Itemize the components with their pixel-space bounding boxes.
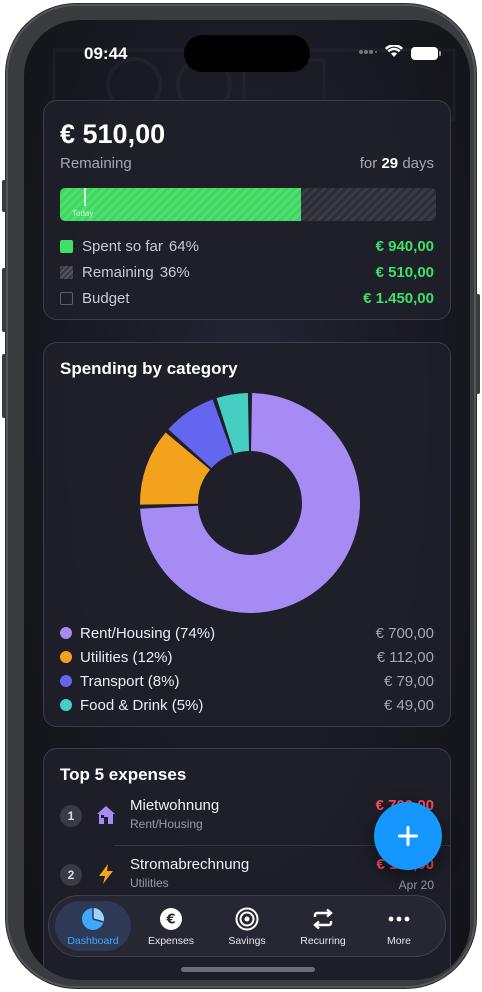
house-icon: [94, 803, 118, 827]
add-expense-button[interactable]: [374, 802, 442, 870]
wifi-icon: [385, 44, 403, 61]
remaining-percent: 36%: [159, 263, 190, 281]
tab-savings[interactable]: Savings: [209, 901, 285, 951]
budget-swatch: [60, 291, 73, 305]
today-label: Today: [72, 209, 94, 218]
target-icon: [235, 907, 259, 931]
plus-icon: [398, 826, 418, 846]
status-icons: [359, 44, 441, 61]
tab-label: Expenses: [147, 935, 195, 947]
cellular-icon: [359, 46, 377, 61]
expense-rank: 2: [60, 864, 82, 886]
tab-label: Dashboard: [67, 935, 119, 947]
category-name: Transport (8%): [80, 672, 180, 690]
remaining-value: € 510,00: [375, 263, 434, 281]
budget-progress-bar: Today: [60, 188, 436, 221]
budget-summary-card[interactable]: € 510,00 Remaining for 29 days Today Spe…: [43, 100, 451, 320]
tab-bar: Dashboard € Expenses Savings Recurring M…: [48, 895, 446, 957]
category-amount: € 700,00: [375, 624, 434, 642]
euro-coin-icon: €: [160, 908, 182, 930]
svg-text:€: €: [165, 913, 175, 928]
category-name: Rent/Housing (74%): [80, 624, 216, 642]
top-expenses-title: Top 5 expenses: [60, 765, 187, 784]
donut-slice-food-drink[interactable]: [216, 393, 250, 454]
category-amount: € 79,00: [383, 672, 434, 690]
tab-label: Savings: [228, 935, 266, 947]
spent-value: € 940,00: [375, 237, 434, 255]
spent-swatch: [60, 239, 73, 253]
donut-slice-transport[interactable]: [168, 399, 233, 469]
remaining-label: Remaining: [60, 155, 132, 172]
remaining-swatch: [60, 265, 73, 279]
row-divider: [114, 845, 450, 846]
expense-category: Utilities: [130, 876, 169, 890]
days-suffix: days: [402, 155, 434, 172]
status-time: 09:44: [84, 44, 128, 63]
budget-value: € 1.450,00: [363, 289, 434, 307]
today-marker: [84, 188, 86, 206]
category-name: Food & Drink (5%): [80, 696, 204, 714]
budget-progress-fill: [60, 188, 301, 221]
spent-percent: 64%: [168, 237, 199, 255]
phone-frame: 09:44 € 510,00 Remaining for 29 days T: [2, 4, 480, 988]
category-amount: € 112,00: [376, 648, 434, 666]
pie-chart-icon: [82, 908, 104, 930]
days-prefix: for: [359, 155, 378, 172]
category-title: Spending by category: [60, 359, 238, 378]
expense-name: Stromabrechnung: [130, 856, 250, 873]
category-amount: € 49,00: [383, 696, 434, 714]
category-dot: [60, 627, 72, 639]
category-card[interactable]: Spending by category Rent/Housing (74%) …: [43, 342, 451, 727]
tab-dashboard[interactable]: Dashboard: [55, 901, 131, 951]
category-row[interactable]: Transport (8%) € 79,00: [60, 671, 434, 691]
screen: 09:44 € 510,00 Remaining for 29 days T: [24, 20, 470, 980]
bolt-icon: [94, 862, 118, 886]
expense-rank: 1: [60, 805, 82, 827]
category-name: Utilities (12%): [80, 648, 173, 666]
tab-label: Recurring: [300, 935, 346, 947]
category-row[interactable]: Rent/Housing (74%) € 700,00: [60, 623, 434, 643]
legend-budget: Budget € 1.450,00: [60, 288, 434, 308]
expense-date: Apr 20: [398, 878, 434, 892]
remaining-amount: € 510,00: [60, 119, 166, 149]
tab-label: More: [387, 935, 411, 947]
home-indicator: [181, 967, 315, 972]
days-value: 29: [381, 155, 399, 172]
tab-recurring[interactable]: Recurring: [285, 901, 361, 951]
volume-down-button: [2, 354, 6, 418]
days-remaining: for 29 days: [360, 155, 434, 172]
category-dot: [60, 675, 72, 687]
legend-remaining: Remaining 36% € 510,00: [60, 262, 434, 282]
budget-label: Budget: [82, 289, 130, 307]
remaining-row-label: Remaining: [82, 263, 154, 281]
category-row[interactable]: Utilities (12%) € 112,00: [60, 647, 434, 667]
volume-up-button: [2, 268, 6, 332]
category-row[interactable]: Food & Drink (5%) € 49,00: [60, 695, 434, 715]
tab-expenses[interactable]: € Expenses: [133, 901, 209, 951]
category-donut-chart[interactable]: [130, 383, 370, 623]
legend-spent: Spent so far 64% € 940,00: [60, 236, 434, 256]
spent-label: Spent so far: [82, 237, 163, 255]
repeat-icon: [313, 908, 333, 930]
dynamic-island: [184, 35, 310, 72]
expense-name: Mietwohnung: [130, 797, 220, 814]
tab-more[interactable]: More: [361, 901, 437, 951]
donut-slice-utilities[interactable]: [140, 432, 211, 505]
category-dot: [60, 699, 72, 711]
more-icon: [388, 916, 410, 922]
power-button: [476, 294, 480, 394]
battery-icon: [411, 46, 441, 60]
expense-category: Rent/Housing: [130, 817, 203, 831]
donut-slice-rent-housing[interactable]: [140, 393, 360, 613]
side-button: [2, 180, 6, 212]
category-dot: [60, 651, 72, 663]
